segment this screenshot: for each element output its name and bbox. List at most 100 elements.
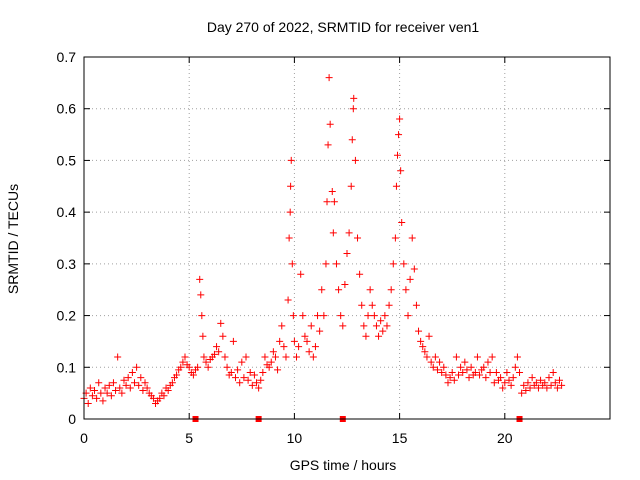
data-point (114, 353, 122, 361)
x-tick-label: 20 (497, 430, 513, 446)
data-point (267, 358, 275, 366)
data-point (282, 353, 290, 361)
data-point (314, 312, 322, 320)
data-point (199, 332, 207, 340)
data-point (465, 374, 473, 382)
data-point (505, 376, 513, 384)
data-point (459, 368, 467, 376)
data-point (421, 348, 429, 356)
axis-ticks (83, 56, 610, 420)
data-point (360, 322, 368, 330)
data-point (526, 384, 534, 392)
data-point (387, 286, 395, 294)
chart-title: Day 270 of 2022, SRMTID for receiver ven… (207, 19, 480, 35)
data-point (330, 198, 338, 206)
data-point (440, 363, 448, 371)
data-point (194, 363, 202, 371)
data-point (305, 348, 313, 356)
data-point (149, 394, 157, 402)
data-point (395, 131, 403, 139)
data-point (325, 74, 333, 82)
data-point (297, 270, 305, 278)
data-point (133, 363, 141, 371)
y-axis-label: SRMTID / TECUs (5, 184, 21, 294)
data-point (105, 381, 113, 389)
data-point (499, 384, 507, 392)
data-point (253, 379, 261, 387)
data-point (124, 374, 132, 382)
data-point (350, 94, 358, 102)
data-point (197, 291, 205, 299)
data-point (198, 312, 206, 320)
data-point (410, 265, 418, 273)
data-point (532, 379, 540, 387)
data-point (311, 343, 319, 351)
data-point (356, 270, 364, 278)
data-point (244, 376, 252, 384)
data-point (280, 343, 288, 351)
data-point (221, 353, 229, 361)
y-tick-label: 0 (68, 411, 76, 427)
data-point (97, 389, 105, 397)
data-point (429, 363, 437, 371)
data-point (286, 208, 294, 216)
data-point (307, 322, 315, 330)
data-point (518, 389, 526, 397)
data-point (372, 322, 380, 330)
data-point (177, 363, 185, 371)
data-point (471, 368, 479, 376)
data-point (215, 348, 223, 356)
data-point (289, 312, 297, 320)
data-point (412, 301, 420, 309)
data-point (295, 343, 303, 351)
data-point (354, 234, 362, 242)
data-point (431, 353, 439, 361)
data-point (202, 358, 210, 366)
data-point (549, 368, 557, 376)
data-point (507, 381, 515, 389)
data-point (528, 374, 536, 382)
data-point (397, 167, 405, 175)
data-point (324, 141, 332, 149)
data-point (375, 332, 383, 340)
data-point (156, 394, 164, 402)
data-point (328, 187, 336, 195)
data-point (122, 381, 130, 389)
data-point (406, 275, 414, 283)
data-point (204, 363, 212, 371)
data-point (452, 353, 460, 361)
data-point (93, 394, 101, 402)
data-point (229, 337, 237, 345)
data-point (442, 371, 450, 379)
data-point (320, 312, 328, 320)
data-point (141, 379, 149, 387)
data-point (284, 296, 292, 304)
data-point (524, 379, 532, 387)
data-point (556, 376, 564, 384)
data-point (391, 234, 399, 242)
x-tick-labels: 0 5 10 15 20 (80, 430, 513, 446)
data-point (265, 363, 273, 371)
data-point (107, 392, 115, 400)
data-point (419, 343, 427, 351)
data-point (522, 387, 530, 395)
x-tick-label: 5 (185, 430, 193, 446)
data-point (349, 105, 357, 113)
data-point (213, 343, 221, 351)
data-point (200, 353, 208, 361)
data-point (248, 381, 256, 389)
data-point (433, 366, 441, 374)
data-point (250, 371, 258, 379)
data-point (541, 379, 549, 387)
data-point (290, 337, 298, 345)
data-point (381, 312, 389, 320)
data-point (415, 327, 423, 335)
data-point (492, 368, 500, 376)
data-point (408, 234, 416, 242)
data-point (463, 366, 471, 374)
x-tick-label: 0 (80, 430, 88, 446)
y-tick-labels: 0 0.1 0.2 0.3 0.4 0.5 0.6 0.7 (57, 49, 77, 427)
data-point (377, 317, 385, 325)
data-point (196, 275, 204, 283)
